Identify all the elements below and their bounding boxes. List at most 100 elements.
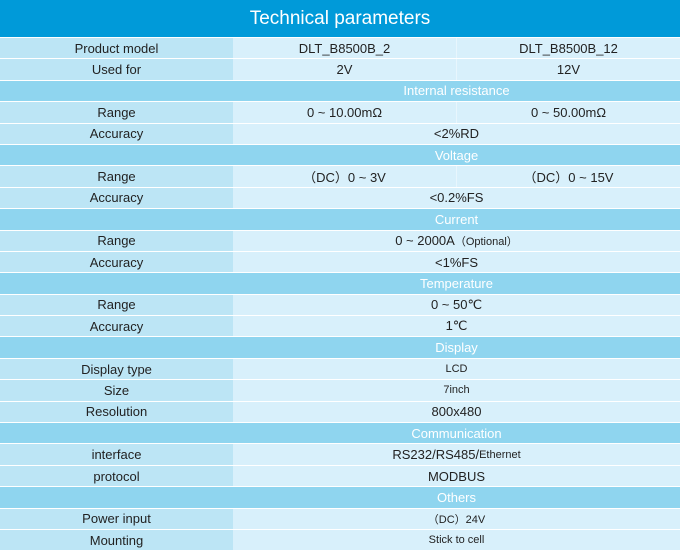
section-header: Temperature — [0, 273, 680, 294]
section-title: Temperature — [420, 275, 493, 291]
section-header: Current — [0, 209, 680, 230]
section-title: Current — [434, 211, 479, 227]
value-text: <2%RD — [433, 126, 480, 142]
parameter-value: RS232/RS485/ Ethernet — [233, 444, 680, 464]
value-text: 0 ~ 50℃ — [430, 296, 483, 312]
value-text: LCD — [445, 363, 468, 376]
parameter-value: 0 ~ 50.00mΩ — [456, 102, 680, 123]
section-header: Voltage — [0, 144, 680, 166]
section-label-spacer — [0, 337, 233, 358]
value-text: 0 ~ 10.00mΩ — [306, 104, 383, 120]
parameter-label: Resolution — [0, 401, 233, 423]
parameter-label: Range — [0, 294, 233, 316]
parameter-values: 0 ~ 10.00mΩ 0 ~ 50.00mΩ — [233, 102, 680, 123]
value-text: DLT_B8500B_2 — [298, 40, 391, 56]
table-row: Range 0 ~ 50℃ — [0, 294, 680, 316]
parameter-value: 0 ~ 2000A （Optional） — [233, 231, 680, 251]
section-label-spacer — [0, 423, 233, 444]
parameter-values: MODBUS — [233, 465, 680, 487]
parameter-values: LCD — [233, 358, 680, 380]
parameter-label: Mounting — [0, 529, 233, 551]
parameter-values: （DC）24V — [233, 508, 680, 529]
section-title: Communication — [411, 425, 502, 441]
parameter-values: Stick to cell — [233, 529, 680, 551]
section-label-spacer — [0, 209, 233, 230]
section-title: Voltage — [434, 147, 479, 163]
table-row: Range 0 ~ 10.00mΩ 0 ~ 50.00mΩ — [0, 102, 680, 123]
parameter-values: <1%FS — [233, 251, 680, 273]
value-text: DLT_B8500B_12 — [519, 40, 618, 56]
table-row: interface RS232/RS485/ Ethernet — [0, 444, 680, 465]
table-row: Accuracy <1%FS — [0, 251, 680, 273]
parameter-label: Range — [0, 166, 233, 187]
section-label-spacer — [0, 144, 233, 166]
parameter-label: Range — [0, 102, 233, 123]
parameter-label: Accuracy — [0, 316, 233, 337]
value-text: （DC）0 ~ 15V — [523, 170, 614, 186]
value-text: 7inch — [443, 384, 470, 397]
parameter-label: Power input — [0, 508, 233, 529]
table-row: Mounting Stick to cell — [0, 529, 680, 551]
value-text: 1℃ — [445, 318, 468, 334]
parameter-label: Range — [0, 230, 233, 251]
parameter-value: 2V — [233, 59, 456, 79]
parameter-value: 0 ~ 10.00mΩ — [233, 102, 456, 122]
section-title: Internal resistance — [403, 83, 510, 99]
spec-table: Product model DLT_B8500B_2 DLT_B8500B_12 Us… — [0, 37, 680, 551]
parameter-value: 12V — [456, 59, 680, 80]
parameter-value: 0 ~ 50℃ — [233, 295, 680, 315]
parameter-value: （DC）0 ~ 3V — [233, 166, 456, 186]
parameter-label: Used for — [0, 59, 233, 80]
parameter-values: （DC）0 ~ 3V （DC）0 ~ 15V — [233, 166, 680, 187]
value-text: 800x480 — [431, 404, 482, 420]
parameter-label: Product model — [0, 38, 233, 59]
table-row: Product model DLT_B8500B_2 DLT_B8500B_12 — [0, 38, 680, 59]
parameter-value: 800x480 — [233, 402, 680, 422]
table-row: Used for 2V 12V — [0, 59, 680, 80]
parameter-values: 800x480 — [233, 401, 680, 423]
parameter-label: Accuracy — [0, 187, 233, 209]
table-row: Power input （DC）24V — [0, 508, 680, 529]
section-label-spacer — [0, 273, 233, 294]
value-text: 12V — [556, 62, 581, 78]
parameter-value: MODBUS — [233, 466, 680, 486]
table-row: Range （DC）0 ~ 3V （DC）0 ~ 15V — [0, 166, 680, 187]
parameter-value: LCD — [233, 359, 680, 379]
parameter-value: （DC）0 ~ 15V — [456, 166, 680, 187]
parameter-values: DLT_B8500B_2 DLT_B8500B_12 — [233, 38, 680, 59]
parameter-values: 0 ~ 2000A （Optional） — [233, 230, 680, 251]
section-title-cell: Communication — [233, 423, 680, 444]
parameter-label: interface — [0, 444, 233, 465]
value-text: 2V — [336, 62, 353, 78]
parameter-label: protocol — [0, 465, 233, 487]
table-row: Display type LCD — [0, 358, 680, 380]
value-text: 0 ~ 50.00mΩ — [530, 104, 607, 120]
parameter-values: 2V 12V — [233, 59, 680, 80]
table-row: Range 0 ~ 2000A （Optional） — [0, 230, 680, 251]
parameter-values: 0 ~ 50℃ — [233, 294, 680, 316]
section-title: Others — [436, 489, 476, 505]
section-title-cell: Internal resistance — [233, 80, 680, 102]
parameter-label: Accuracy — [0, 251, 233, 273]
value-text: <1%FS — [435, 254, 478, 270]
section-title-cell: Others — [233, 487, 680, 508]
parameter-label: Display type — [0, 358, 233, 380]
section-label-spacer — [0, 80, 233, 102]
section-header: Display — [0, 337, 680, 358]
parameter-values: <0.2%FS — [233, 187, 680, 209]
parameter-value: <0.2%FS — [233, 188, 680, 208]
value-text: Stick to cell — [428, 534, 485, 547]
parameter-label: Accuracy — [0, 123, 233, 144]
parameter-value: DLT_B8500B_2 — [233, 38, 456, 58]
section-title-cell: Display — [233, 337, 680, 358]
table-row: Size 7inch — [0, 380, 680, 401]
table-row: Accuracy <2%RD — [0, 123, 680, 144]
parameter-value: 7inch — [233, 380, 680, 400]
parameter-value: （DC）24V — [233, 509, 680, 529]
parameter-values: RS232/RS485/ Ethernet — [233, 444, 680, 465]
parameter-value: 1℃ — [233, 316, 680, 336]
table-row: Resolution 800x480 — [0, 401, 680, 423]
value-text: （DC）0 ~ 3V — [303, 170, 386, 186]
section-title-cell: Voltage — [233, 144, 680, 166]
section-header: Communication — [0, 423, 680, 444]
